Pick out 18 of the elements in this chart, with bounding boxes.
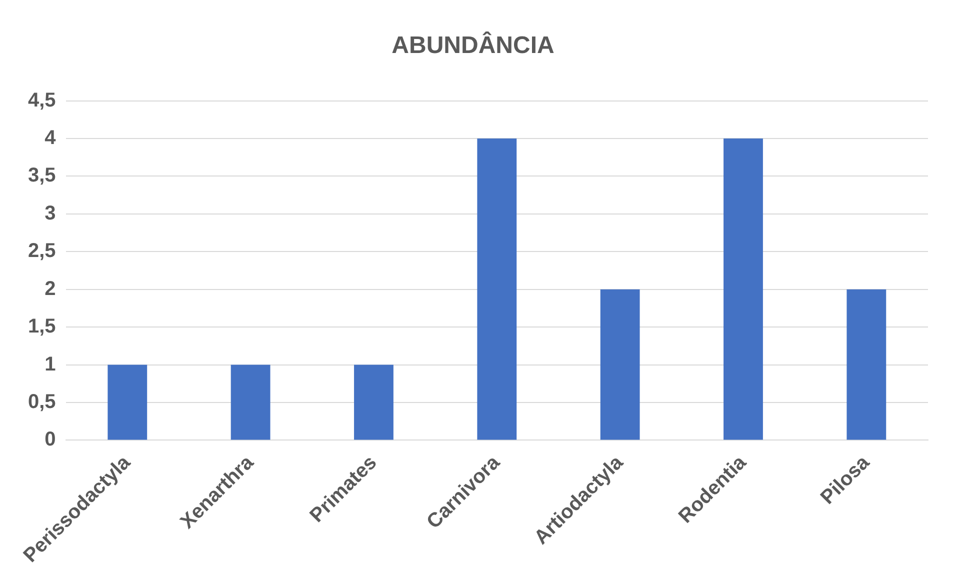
y-tick-label: 1 bbox=[44, 353, 56, 376]
bar bbox=[846, 289, 886, 440]
bar bbox=[108, 364, 148, 440]
y-tick-label: 3 bbox=[44, 202, 56, 224]
y-tick-label: 4 bbox=[44, 127, 57, 150]
y-tick-label: 0,5 bbox=[28, 390, 56, 413]
bar bbox=[477, 138, 517, 440]
y-tick-label: 2 bbox=[44, 278, 56, 300]
y-tick-label: 2,5 bbox=[28, 240, 56, 262]
y-tick-label: 4,5 bbox=[28, 89, 56, 112]
bar bbox=[724, 138, 763, 440]
y-tick-label: 1,5 bbox=[28, 316, 56, 338]
bar bbox=[600, 289, 640, 440]
chart-title: ABUNDÂNCIA bbox=[392, 31, 554, 60]
y-tick-label: 3,5 bbox=[28, 164, 56, 187]
bar bbox=[354, 364, 394, 440]
bar bbox=[230, 364, 270, 440]
y-tick-label: 0 bbox=[44, 428, 56, 451]
